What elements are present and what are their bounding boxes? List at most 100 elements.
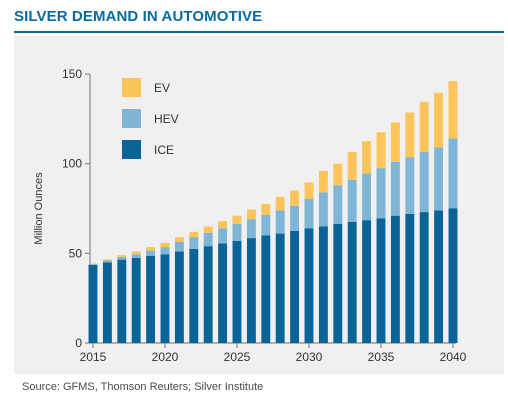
bar-ice-2025	[232, 240, 242, 343]
x-tick-label: 2030	[296, 350, 323, 364]
bar-ev-2028	[275, 196, 285, 211]
bar-hev-2023	[203, 232, 213, 247]
bar-ev-2016	[102, 259, 112, 261]
bar-hev-2020	[160, 247, 170, 255]
bar-ev-2015	[88, 263, 98, 265]
source-note: Source: GFMS, Thomson Reuters; Silver In…	[22, 381, 264, 393]
bar-ev-2019	[146, 247, 156, 251]
title-rule	[14, 31, 504, 33]
bar-ice-2034	[362, 220, 372, 343]
y-tick-label: 150	[62, 67, 82, 81]
bar-ev-2022	[189, 231, 199, 238]
bar-hev-2034	[362, 173, 372, 221]
bar-hev-2027	[261, 214, 271, 236]
bar-hev-2028	[275, 210, 285, 234]
legend-swatch-ev	[122, 78, 141, 97]
x-tick-label: 2015	[80, 350, 107, 364]
bar-ice-2028	[275, 233, 285, 343]
legend-label-hev: HEV	[154, 112, 179, 126]
bar-ice-2017	[117, 259, 127, 343]
bar-ice-2015	[88, 264, 98, 343]
bar-ice-2023	[203, 246, 213, 343]
bar-ice-2032	[333, 223, 343, 343]
bar-hev-2029	[290, 205, 300, 231]
bar-ice-2018	[131, 257, 141, 343]
bar-ice-2019	[146, 256, 156, 343]
bar-ice-2020	[160, 254, 170, 343]
bar-ev-2036	[390, 122, 400, 162]
y-tick-label: 50	[69, 246, 83, 260]
bar-ev-2025	[232, 215, 242, 224]
bar-ice-2022	[189, 248, 199, 343]
y-tick-label: 100	[62, 157, 82, 171]
bar-hev-2017	[117, 256, 127, 260]
x-tick-label: 2035	[368, 350, 395, 364]
bar-ev-2040	[448, 81, 458, 139]
bar-ice-2016	[102, 262, 112, 343]
bar-ev-2034	[362, 141, 372, 174]
bar-ev-2038	[419, 101, 429, 153]
bar-ice-2038	[419, 212, 429, 343]
legend-label-ice: ICE	[154, 143, 174, 157]
bar-ev-2031	[318, 170, 328, 193]
bar-hev-2026	[246, 219, 256, 239]
bar-ev-2029	[290, 190, 300, 206]
bar-ev-2035	[376, 132, 386, 169]
y-axis-label: Million Ounces	[33, 172, 45, 245]
bar-ice-2033	[347, 221, 357, 343]
bar-ice-2040	[448, 208, 458, 343]
bar-hev-2030	[304, 198, 314, 229]
legend-swatch-hev	[122, 109, 141, 128]
bar-ev-2027	[261, 204, 271, 215]
bar-hev-2025	[232, 223, 242, 241]
bar-hev-2037	[405, 157, 415, 214]
legend-swatch-ice	[122, 140, 141, 159]
bar-ev-2037	[405, 112, 415, 158]
bar-ev-2018	[131, 251, 141, 255]
bar-hev-2021	[174, 241, 184, 252]
bar-hev-2016	[102, 260, 112, 263]
bar-hev-2035	[376, 168, 386, 219]
bar-hev-2019	[146, 250, 156, 257]
chart-title: SILVER DEMAND IN AUTOMOTIVE	[14, 8, 263, 25]
legend-label-ev: EV	[154, 81, 170, 95]
bar-ice-2026	[246, 238, 256, 343]
bar-ice-2031	[318, 226, 328, 343]
bar-ev-2021	[174, 237, 184, 242]
bar-hev-2038	[419, 152, 429, 213]
x-tick-label: 2020	[152, 350, 179, 364]
chart-panel: 0 50 100 150 Million Ounces 2015 2020 2025 2030 2…	[14, 36, 504, 374]
bar-hev-2024	[218, 228, 228, 244]
bar-hev-2022	[189, 237, 199, 249]
bar-hev-2039	[434, 147, 444, 211]
y-tick-label: 0	[75, 336, 82, 350]
bar-ice-2037	[405, 213, 415, 343]
stacked-bar-chart: 0 50 100 150 Million Ounces 2015 2020 2025 2030 2…	[33, 67, 467, 364]
bar-ice-2021	[174, 251, 184, 343]
bar-ev-2024	[218, 221, 228, 229]
bar-hev-2018	[131, 254, 141, 258]
bar-ev-2039	[434, 92, 444, 148]
bar-ev-2026	[246, 209, 256, 220]
bar-hev-2036	[390, 161, 400, 216]
bar-ev-2017	[117, 255, 127, 257]
bar-ev-2020	[160, 242, 170, 248]
bar-ice-2036	[390, 215, 400, 343]
bar-hev-2032	[333, 185, 343, 224]
bar-hev-2031	[318, 192, 328, 227]
bar-ev-2032	[333, 163, 343, 186]
bar-ice-2027	[261, 235, 271, 343]
bar-hev-2040	[448, 138, 458, 209]
bar-ice-2035	[376, 218, 386, 343]
bar-hev-2015	[88, 264, 98, 265]
bar-ev-2033	[347, 152, 357, 180]
bar-hev-2033	[347, 179, 357, 222]
x-tick-label: 2025	[224, 350, 251, 364]
bar-ice-2030	[304, 228, 314, 343]
bar-ice-2039	[434, 210, 444, 343]
bar-ice-2024	[218, 243, 228, 343]
bar-ev-2023	[203, 226, 213, 233]
bar-ev-2030	[304, 182, 314, 199]
bar-ice-2029	[290, 230, 300, 343]
x-tick-label: 2040	[440, 350, 467, 364]
